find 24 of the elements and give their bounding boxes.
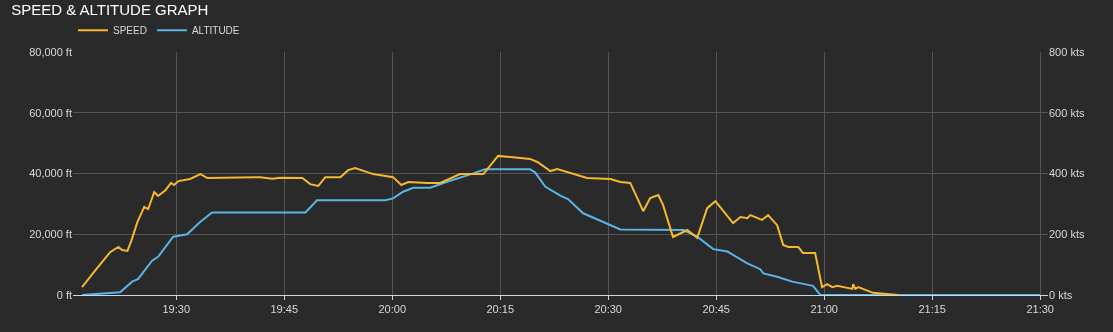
line-series — [81, 154, 900, 295]
x-tick-label: 20:30 — [594, 303, 622, 316]
y-tick-label: 40,000 ft — [29, 167, 72, 180]
y2-tick-label: 600 kts — [1049, 106, 1085, 119]
x-tick-label: 21:30 — [1026, 303, 1054, 316]
x-tick-label: 20:15 — [486, 303, 515, 316]
x-tick-label: 19:30 — [162, 303, 191, 316]
y2-tick-label: 200 kts — [1049, 228, 1085, 241]
y-tick-label: 20,000 ft — [29, 228, 72, 241]
y-tick-label: 80,000 ft — [29, 45, 72, 58]
y2-tick-label: 0 kts — [1049, 288, 1073, 301]
y-tick-label: 60,000 ft — [29, 106, 72, 119]
y2-tick-label: 400 kts — [1049, 167, 1085, 180]
x-tick-label: 21:15 — [918, 303, 946, 316]
x-tick-label: 20:45 — [702, 303, 730, 316]
x-tick-label: 20:00 — [378, 303, 407, 316]
line-series — [81, 168, 1042, 295]
legend-label: ALTITUDE — [191, 25, 240, 37]
y-tick-label: 0 ft — [56, 288, 72, 301]
x-tick-label: 19:45 — [270, 303, 299, 316]
legend-label: SPEED — [113, 25, 147, 37]
x-tick-label: 21:00 — [810, 303, 838, 316]
y2-tick-label: 800 kts — [1049, 45, 1085, 58]
chart-title: SPEED & ALTITUDE GRAPH — [11, 1, 209, 19]
